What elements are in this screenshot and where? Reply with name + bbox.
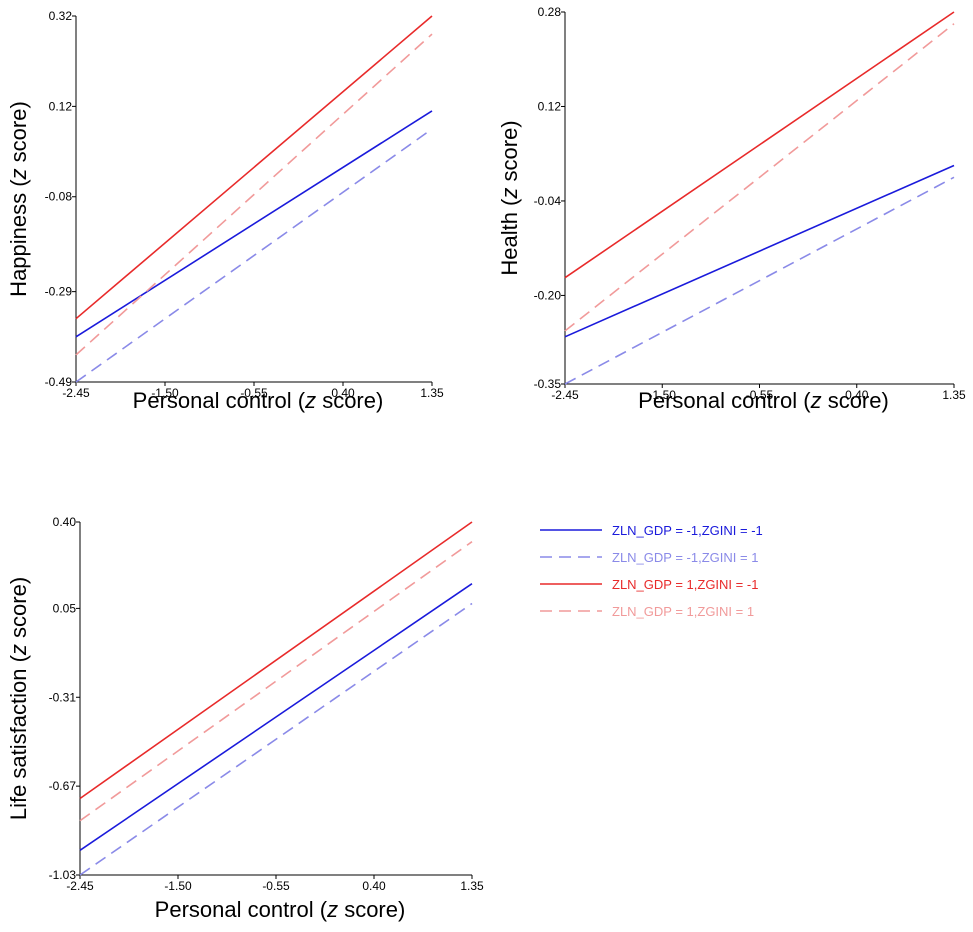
happiness-chart: -2.45 -1.50 -0.55 0.40 1.35 -0.49 -0.29 -0.08 0.… xyxy=(6,9,444,413)
series-blue-solid xyxy=(75,110,433,338)
x-tick-label: 1.35 xyxy=(420,386,444,400)
x-tick-label: -0.55 xyxy=(240,386,268,400)
y-tick-label: -0.67 xyxy=(49,779,77,793)
y-axis-title: Life satisfaction (z score) xyxy=(6,577,31,820)
series-red-dashed xyxy=(75,33,433,356)
series-blue-dashed xyxy=(79,602,473,876)
y-tick-label: 0.12 xyxy=(538,99,562,113)
y-tick-label: 0.12 xyxy=(49,99,73,113)
life-satisfaction-chart: -2.45 -1.50 -0.55 0.40 1.35 -1.03 -0.67 -0.31 0.… xyxy=(6,515,484,922)
series-blue-solid xyxy=(564,164,955,338)
x-axis-title: Personal control (z score) xyxy=(133,388,384,413)
x-axis-title: Personal control (z score) xyxy=(638,388,889,413)
y-tick-label: -0.04 xyxy=(534,194,562,208)
legend-item: ZLN_GDP = -1,ZGINI = 1 xyxy=(540,550,758,565)
legend-item: ZLN_GDP = -1,ZGINI = -1 xyxy=(540,523,763,538)
y-axis-title: Happiness (z score) xyxy=(6,101,31,297)
y-tick-label: 0.28 xyxy=(538,5,562,19)
x-tick-label: -2.45 xyxy=(62,386,90,400)
legend-label: ZLN_GDP = -1,ZGINI = 1 xyxy=(612,550,758,565)
y-tick-label: -1.03 xyxy=(49,868,77,882)
series-red-solid xyxy=(564,11,955,279)
x-tick-label: -2.45 xyxy=(551,388,579,402)
legend-label: ZLN_GDP = -1,ZGINI = -1 xyxy=(612,523,763,538)
y-tick-label: -0.31 xyxy=(49,690,77,704)
y-tick-label: 0.40 xyxy=(53,515,77,529)
legend: ZLN_GDP = -1,ZGINI = -1 ZLN_GDP = -1,ZGIN… xyxy=(540,523,763,619)
x-tick-label: 1.35 xyxy=(460,879,484,893)
series-red-dashed xyxy=(564,23,955,332)
legend-label: ZLN_GDP = 1,ZGINI = 1 xyxy=(612,604,754,619)
legend-item: ZLN_GDP = 1,ZGINI = 1 xyxy=(540,604,754,619)
y-tick-label: 0.05 xyxy=(53,601,77,615)
legend-item: ZLN_GDP = 1,ZGINI = -1 xyxy=(540,577,758,592)
series-red-dashed xyxy=(79,541,473,822)
x-tick-label: 1.35 xyxy=(942,388,966,402)
y-tick-label: -0.29 xyxy=(45,285,73,299)
y-tick-label: -0.35 xyxy=(534,377,562,391)
x-tick-label: 0.40 xyxy=(845,388,869,402)
series-blue-dashed xyxy=(75,128,433,383)
y-tick-label: -0.20 xyxy=(534,288,562,302)
x-tick-label: -0.55 xyxy=(746,388,774,402)
x-axis-title: Personal control (z score) xyxy=(155,897,406,922)
x-tick-label: -2.45 xyxy=(66,879,94,893)
series-blue-dashed xyxy=(564,176,955,385)
x-tick-label: 0.40 xyxy=(331,386,355,400)
x-tick-label: 0.40 xyxy=(362,879,386,893)
legend-label: ZLN_GDP = 1,ZGINI = -1 xyxy=(612,577,758,592)
series-red-solid xyxy=(75,15,433,320)
x-tick-label: -1.50 xyxy=(649,388,677,402)
x-tick-label: -0.55 xyxy=(262,879,290,893)
series-red-solid xyxy=(79,521,473,800)
series-blue-solid xyxy=(79,583,473,851)
y-tick-label: -0.08 xyxy=(45,190,73,204)
x-tick-label: -1.50 xyxy=(164,879,192,893)
health-chart: -2.45 -1.50 -0.55 0.40 1.35 -0.35 -0.20 -0.04 0.… xyxy=(497,5,966,413)
y-tick-label: 0.32 xyxy=(49,9,73,23)
y-tick-label: -0.49 xyxy=(45,375,73,389)
y-axis-title: Health (z score) xyxy=(497,120,522,275)
x-tick-label: -1.50 xyxy=(151,386,179,400)
